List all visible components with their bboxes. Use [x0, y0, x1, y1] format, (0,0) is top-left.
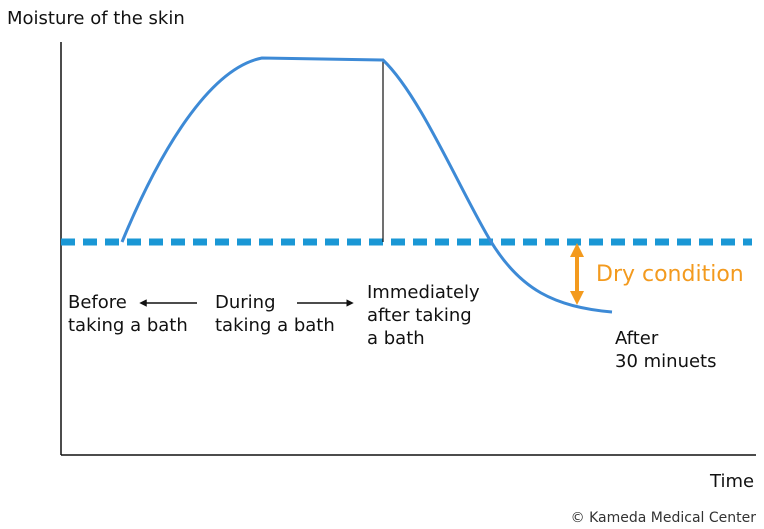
- credit: © Kameda Medical Center: [571, 510, 757, 526]
- annotation: Dry condition: [596, 262, 744, 287]
- label-immediately: Immediately after taking a bath: [367, 282, 480, 349]
- x-axis-label: Time: [709, 471, 754, 492]
- label-line: During: [215, 292, 276, 313]
- label-line: Immediately: [367, 282, 480, 303]
- label-line: 30 minuets: [615, 351, 717, 372]
- label-after: After 30 minuets: [615, 328, 717, 372]
- label-line: after taking: [367, 305, 472, 326]
- label-line: taking a bath: [68, 315, 188, 336]
- moisture-curve: [120, 56, 613, 314]
- label-line: a bath: [367, 328, 425, 349]
- label-line: taking a bath: [215, 315, 335, 336]
- label-during: During taking a bath: [215, 292, 335, 336]
- label-line: After: [615, 328, 659, 349]
- y-axis-label: Moisture of the skin: [7, 8, 185, 29]
- label-line: Before: [68, 292, 127, 313]
- label-before: Before taking a bath: [68, 292, 188, 336]
